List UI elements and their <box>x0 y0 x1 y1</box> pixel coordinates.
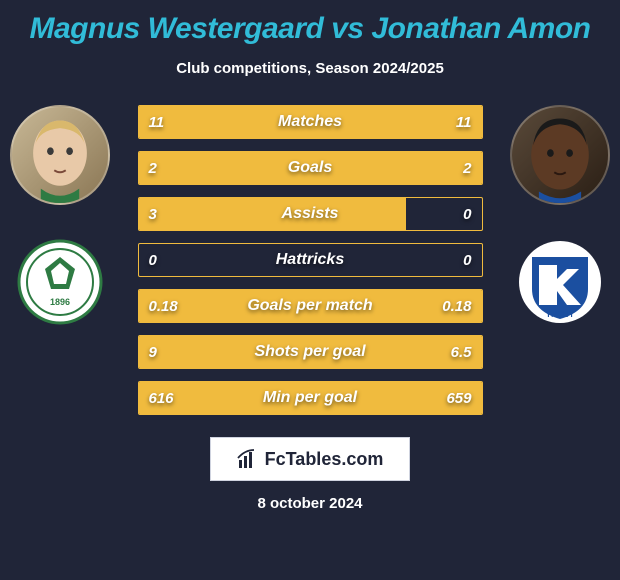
page-title: Magnus Westergaard vs Jonathan Amon <box>30 12 591 46</box>
brand-chart-icon <box>237 448 259 470</box>
stat-row: 00Hattricks <box>138 243 483 277</box>
player2-photo <box>510 105 610 205</box>
subtitle: Club competitions, Season 2024/2025 <box>176 60 444 77</box>
stat-label: Goals <box>139 152 482 184</box>
footer: FcTables.com 8 october 2024 <box>210 437 411 512</box>
brand-box[interactable]: FcTables.com <box>210 437 411 481</box>
brand-text: FcTables.com <box>265 449 384 470</box>
player1-face-icon <box>12 107 108 203</box>
stat-label: Shots per goal <box>139 336 482 368</box>
stat-row: 0.180.18Goals per match <box>138 289 483 323</box>
stat-row: 616659Min per goal <box>138 381 483 415</box>
svg-text:YNGBY: YNGBY <box>546 310 575 319</box>
stat-bars: 1111Matches 22Goals 30Assists 00Hattricks 0.… <box>138 105 483 415</box>
vs-text: vs <box>331 12 363 45</box>
stat-label: Min per goal <box>139 382 482 414</box>
player1-photo <box>10 105 110 205</box>
svg-text:1896: 1896 <box>50 297 70 307</box>
stat-row: 22Goals <box>138 151 483 185</box>
left-column: 1896 <box>10 105 110 325</box>
stat-label: Assists <box>139 198 482 230</box>
stat-row: 30Assists <box>138 197 483 231</box>
club1-crest-icon: 1896 <box>17 239 103 325</box>
club2-logo: YNGBY <box>517 239 603 325</box>
date: 8 october 2024 <box>257 495 362 512</box>
stat-label: Goals per match <box>139 290 482 322</box>
stats-area: 1896 1111Matches 22Goals 30Assists 00Hattri… <box>0 105 620 415</box>
stat-label: Hattricks <box>139 244 482 276</box>
player2-name: Jonathan Amon <box>371 12 590 45</box>
stat-row: 96.5Shots per goal <box>138 335 483 369</box>
stat-label: Matches <box>139 106 482 138</box>
player1-name: Magnus Westergaard <box>30 12 324 45</box>
club1-logo: 1896 <box>17 239 103 325</box>
club2-crest-icon: YNGBY <box>517 239 603 325</box>
player2-face-icon <box>512 107 608 203</box>
right-column: YNGBY <box>510 105 610 325</box>
stat-row: 1111Matches <box>138 105 483 139</box>
